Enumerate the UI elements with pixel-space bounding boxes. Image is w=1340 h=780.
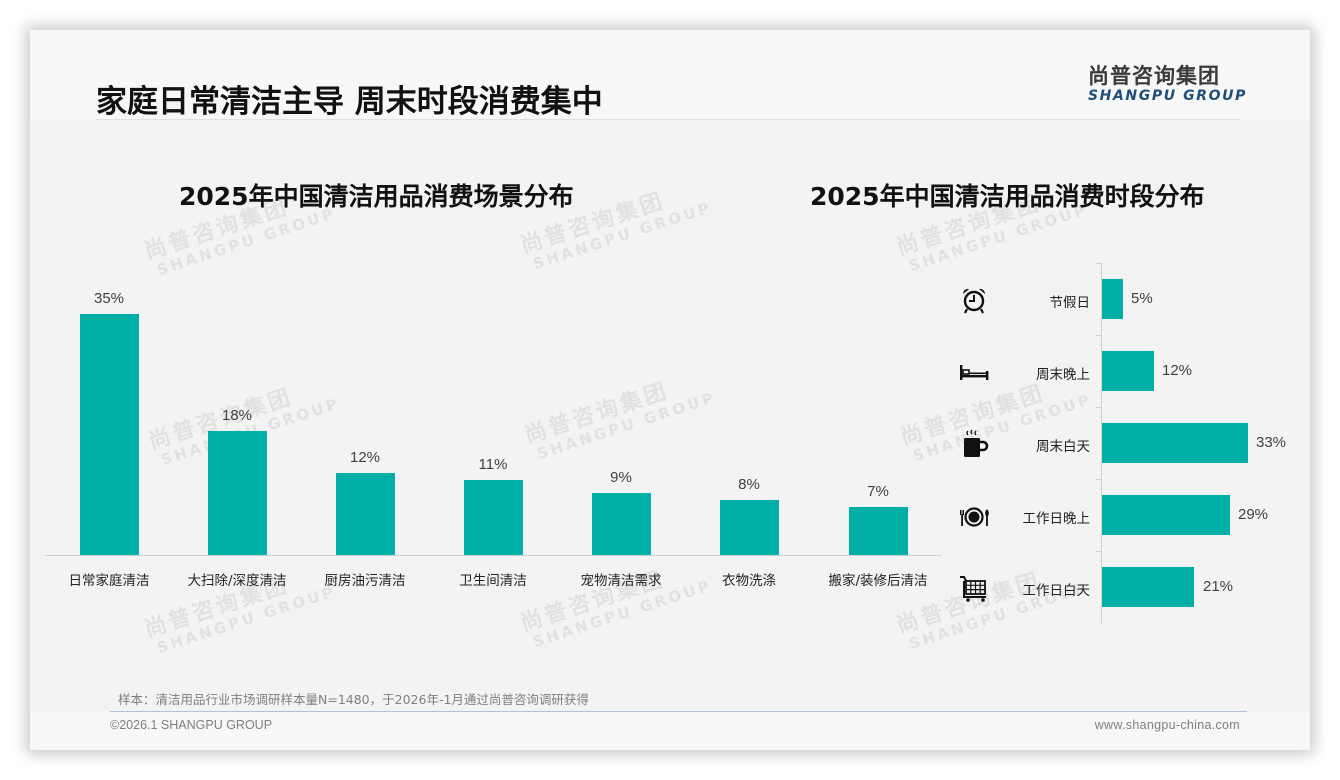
category-label: 大扫除/深度清洁 [187,573,287,589]
bar-value-label: 8% [738,476,760,493]
header-band [30,30,1310,120]
bar-value-label: 12% [349,449,381,466]
bar [80,314,139,555]
bar-value-label: 29% [1238,506,1269,523]
bed-icon [960,365,989,380]
bar-row: 工作日晚上 29% [945,479,1305,551]
page-title: 家庭日常清洁主导 周末时段消费集中 [96,84,603,120]
bar-group: 9% 宠物清洁需求 [557,280,685,600]
company-logo: 尚普咨询集团 SHANGPU GROUP [1088,64,1248,104]
bar [592,493,651,555]
axis-tick [1096,479,1101,480]
timeslot-bar-chart: 节假日 5% 周末晚上 12% [945,263,1305,623]
y-axis-line [1101,263,1102,623]
bar-group: 35% 日常家庭清洁 [45,280,173,600]
bar-value-label: 11% [478,456,508,473]
category-label: 衣物洗涤 [722,573,776,589]
footer-divider [110,711,1247,712]
bar-value-label: 12% [1162,362,1193,379]
bar-group: 7% 搬家/装修后清洁 [814,280,942,600]
bar [336,473,395,555]
bar [208,431,267,555]
category-label: 节假日 [1049,295,1091,311]
website-link[interactable]: www.shangpu-china.com [1094,718,1240,732]
category-label: 宠物清洁需求 [580,573,662,589]
scene-chart-title: 2025年中国清洁用品消费场景分布 [179,182,574,211]
bar [464,480,523,555]
bar-value-label: 33% [1256,434,1287,451]
axis-tick [1096,335,1101,336]
axis-tick [1096,263,1101,264]
category-label: 工作日白天 [1022,583,1091,599]
bar [849,507,908,555]
category-label: 周末白天 [1036,439,1090,455]
bar [1102,279,1123,319]
bar-row: 节假日 5% [945,263,1305,335]
coffee-mug-icon [964,429,989,457]
bar-group: 11% 卫生间清洁 [429,280,557,600]
shopping-cart-icon [960,576,986,602]
bar-value-label: 5% [1131,290,1153,307]
scene-bar-chart: 35% 日常家庭清洁 18% 大扫除/深度清洁 12% 厨房油污清洁 11% 卫… [45,280,942,600]
plate-cutlery-icon [960,507,989,527]
alarm-clock-icon [962,288,986,314]
logo-text-en: SHANGPU GROUP [1088,88,1247,104]
bar [1102,495,1230,535]
category-label: 卫生间清洁 [459,573,527,589]
bar [720,500,779,555]
category-label: 搬家/装修后清洁 [828,573,928,589]
copyright-text: ©2026.1 SHANGPU GROUP [110,718,273,732]
category-label: 周末晚上 [1036,367,1090,383]
bar-row: 工作日白天 21% [945,551,1305,623]
bar-value-label: 35% [93,290,125,307]
timeslot-chart-title: 2025年中国清洁用品消费时段分布 [810,182,1205,211]
axis-tick [1096,551,1101,552]
bar-row: 周末晚上 12% [945,335,1305,407]
bar-group: 8% 衣物洗涤 [685,280,813,600]
bar-row: 周末白天 33% [945,407,1305,479]
sample-note: 样本：清洁用品行业市场调研样本量N=1480，于2026年-1月通过尚普咨询调研… [118,692,589,707]
category-label: 工作日晚上 [1022,511,1091,527]
category-label: 厨房油污清洁 [324,573,406,589]
axis-tick [1096,407,1101,408]
footer-band [30,712,1310,750]
x-axis-line [45,555,942,556]
header-divider [96,119,1241,120]
bar-value-label: 9% [610,469,632,486]
bar [1102,567,1194,607]
bar [1102,351,1154,391]
bar-group: 12% 厨房油污清洁 [301,280,429,600]
category-label: 日常家庭清洁 [68,573,150,589]
bar-value-label: 7% [867,483,889,500]
bar-group: 18% 大扫除/深度清洁 [173,280,301,600]
bar [1102,423,1248,463]
bar-value-label: 18% [221,407,253,424]
slide: 尚普咨询集团 SHANGPU GROUP 尚普咨询集团 SHANGPU GROU… [30,30,1310,750]
bar-value-label: 21% [1203,578,1234,595]
logo-text-cn: 尚普咨询集团 [1088,64,1220,88]
